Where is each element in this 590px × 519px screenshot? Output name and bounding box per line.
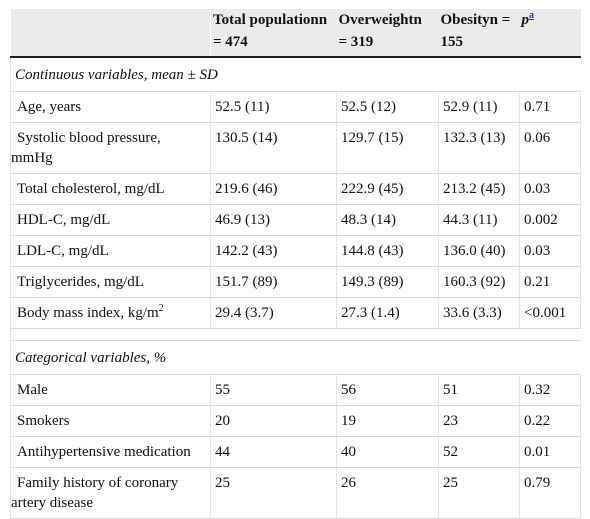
- cell-p: 0.06: [519, 122, 581, 174]
- header-total-label: Total populationn: [213, 12, 328, 28]
- superscript-2: 2: [158, 302, 164, 314]
- cell-overweight: 149.3 (89): [336, 266, 439, 298]
- table-row: Age, years 52.5 (11) 52.5 (12) 52.9 (11)…: [10, 91, 581, 123]
- row-label: Age, years: [10, 91, 211, 123]
- cell-p: 0.01: [519, 436, 581, 468]
- cell-p: 0.21: [519, 266, 581, 298]
- cell-obesity: 136.0 (40): [438, 235, 520, 267]
- cell-overweight: 40: [336, 436, 439, 468]
- cell-overweight: 129.7 (15): [336, 122, 439, 174]
- cell-overweight: 56: [336, 374, 439, 406]
- cell-total: 219.6 (46): [210, 173, 337, 205]
- cell-overweight: 19: [336, 405, 439, 437]
- header-total-n: = 474: [213, 34, 248, 50]
- header-obesity: Obesityn = 155: [438, 9, 520, 58]
- row-label-line2: mmHg: [11, 149, 53, 166]
- spacer-cell: [10, 328, 581, 341]
- cell-obesity: 33.6 (3.3): [438, 297, 520, 329]
- cell-obesity: 213.2 (45): [438, 173, 520, 205]
- header-p-label: p: [521, 12, 530, 28]
- header-obesity-label: Obesityn =: [440, 12, 511, 28]
- table-row: HDL-C, mg/dL 46.9 (13) 48.3 (14) 44.3 (1…: [10, 204, 581, 236]
- cell-total: 130.5 (14): [210, 122, 337, 174]
- cell-p: 0.79: [519, 467, 581, 519]
- cell-obesity: 132.3 (13): [438, 122, 520, 174]
- row-label: Triglycerides, mg/dL: [10, 266, 211, 298]
- cell-total: 142.2 (43): [210, 235, 337, 267]
- header-overweight-n: = 319: [338, 34, 374, 50]
- cell-p: <0.001: [519, 297, 581, 329]
- cell-obesity: 52.9 (11): [438, 91, 520, 123]
- cell-p: 0.71: [519, 91, 581, 123]
- table-row: Body mass index, kg/m2 29.4 (3.7) 27.3 (…: [10, 297, 581, 329]
- row-label: Male: [10, 374, 211, 406]
- table-row: Systolic blood pressure, mmHg 130.5 (14)…: [10, 122, 581, 174]
- cell-total: 25: [210, 467, 337, 519]
- header-total-population: Total populationn = 474: [210, 9, 337, 58]
- header-obesity-n: 155: [440, 34, 464, 50]
- cell-obesity: 160.3 (92): [438, 266, 520, 298]
- cell-total: 44: [210, 436, 337, 468]
- cell-total: 46.9 (13): [210, 204, 337, 236]
- cell-total: 151.7 (89): [210, 266, 337, 298]
- table-row: Total cholesterol, mg/dL 219.6 (46) 222.…: [10, 173, 581, 205]
- row-label-text: Body mass index, kg/m: [17, 304, 159, 321]
- table-row: LDL-C, mg/dL 142.2 (43) 144.8 (43) 136.0…: [10, 235, 581, 267]
- cell-obesity: 51: [438, 374, 520, 406]
- row-label: Antihypertensive medication: [10, 436, 211, 468]
- cell-obesity: 44.3 (11): [438, 204, 520, 236]
- header-overweight-label: Overweightn: [338, 12, 422, 28]
- row-label: Body mass index, kg/m2: [10, 297, 211, 329]
- row-label: HDL-C, mg/dL: [10, 204, 211, 236]
- row-label-line2: artery disease: [11, 494, 94, 511]
- section-row: Continuous variables, mean ± SD: [10, 57, 581, 92]
- cell-p: 0.002: [519, 204, 581, 236]
- clinical-characteristics-table: Total populationn = 474 Overweightn = 31…: [10, 9, 581, 519]
- table-header: Total populationn = 474 Overweightn = 31…: [10, 9, 581, 58]
- table-row: Male 55 56 51 0.32: [10, 374, 581, 406]
- cell-total: 52.5 (11): [210, 91, 337, 123]
- table-row: Antihypertensive medication 44 40 52 0.0…: [10, 436, 581, 468]
- cell-p: 0.32: [519, 374, 581, 406]
- cell-obesity: 52: [438, 436, 520, 468]
- header-overweight: Overweightn = 319: [336, 9, 439, 58]
- row-label: Total cholesterol, mg/dL: [10, 173, 211, 205]
- cell-p: 0.03: [519, 173, 581, 205]
- row-label: Smokers: [10, 405, 211, 437]
- cell-total: 20: [210, 405, 337, 437]
- cell-total: 29.4 (3.7): [210, 297, 337, 329]
- cell-overweight: 26: [336, 467, 439, 519]
- row-label-line1: Family history of coronary: [17, 474, 179, 491]
- cell-overweight: 27.3 (1.4): [336, 297, 439, 329]
- cell-overweight: 52.5 (12): [336, 91, 439, 123]
- row-label: Systolic blood pressure, mmHg: [10, 122, 211, 174]
- row-label-line1: Systolic blood pressure,: [17, 129, 161, 146]
- table-row: Triglycerides, mg/dL 151.7 (89) 149.3 (8…: [10, 266, 581, 298]
- spacer-row: [10, 328, 581, 341]
- row-label: Family history of coronary artery diseas…: [10, 467, 211, 519]
- cell-p: 0.03: [519, 235, 581, 267]
- table-row: Family history of coronary artery diseas…: [10, 467, 581, 519]
- cell-p: 0.22: [519, 405, 581, 437]
- section-title-continuous: Continuous variables, mean ± SD: [10, 57, 581, 92]
- row-label: LDL-C, mg/dL: [10, 235, 211, 267]
- header-p-value: pa: [519, 9, 581, 58]
- cell-overweight: 222.9 (45): [336, 173, 439, 205]
- cell-obesity: 23: [438, 405, 520, 437]
- cell-obesity: 25: [438, 467, 520, 519]
- table-row: Smokers 20 19 23 0.22: [10, 405, 581, 437]
- cell-overweight: 144.8 (43): [336, 235, 439, 267]
- cell-overweight: 48.3 (14): [336, 204, 439, 236]
- section-title-categorical: Categorical variables, %: [10, 340, 581, 375]
- footnote-a-link[interactable]: a: [529, 10, 534, 21]
- header-blank-cell: [10, 9, 211, 58]
- section-row: Categorical variables, %: [10, 340, 581, 375]
- cell-total: 55: [210, 374, 337, 406]
